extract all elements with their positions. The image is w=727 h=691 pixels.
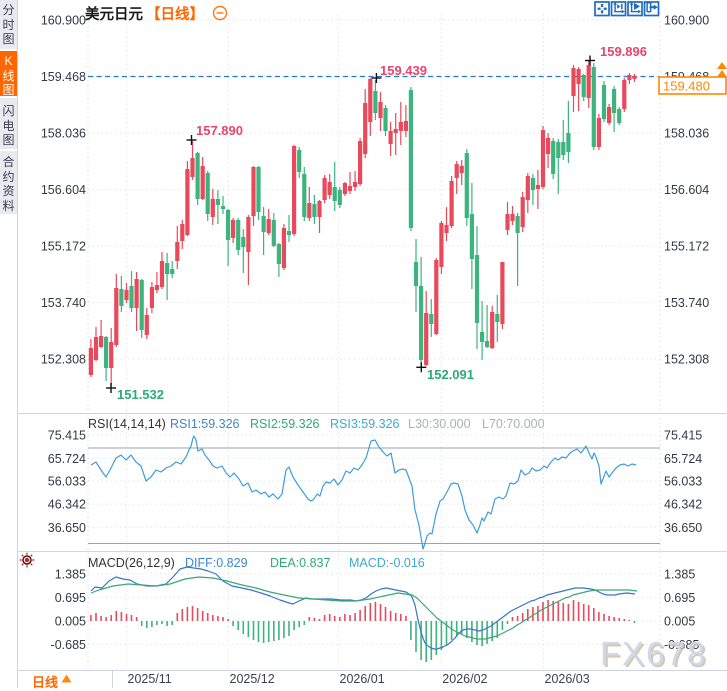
svg-text:-0.685: -0.685: [51, 638, 86, 652]
svg-text:【日线】: 【日线】: [146, 5, 204, 23]
svg-text:159.468: 159.468: [41, 70, 86, 84]
svg-text:75.415: 75.415: [664, 429, 702, 443]
svg-text:0.695: 0.695: [55, 591, 86, 605]
svg-text:2025/12: 2025/12: [230, 672, 275, 686]
svg-text:159.439: 159.439: [380, 63, 427, 78]
svg-text:158.036: 158.036: [664, 127, 709, 141]
svg-text:56.033: 56.033: [664, 474, 702, 488]
svg-text:-0.685: -0.685: [664, 638, 699, 652]
svg-text:152.091: 152.091: [427, 367, 474, 382]
svg-text:152.308: 152.308: [41, 353, 86, 367]
svg-text:2025/11: 2025/11: [128, 672, 172, 686]
svg-text:RSI(14,14,14): RSI(14,14,14): [88, 417, 166, 431]
svg-text:0.005: 0.005: [664, 614, 695, 628]
svg-text:L70:70.000: L70:70.000: [482, 417, 545, 431]
svg-text:159.480: 159.480: [663, 79, 710, 94]
svg-text:2026/03: 2026/03: [545, 672, 590, 686]
svg-text:153.740: 153.740: [664, 296, 709, 310]
svg-text:36.650: 36.650: [48, 521, 86, 535]
svg-text:157.890: 157.890: [196, 123, 243, 138]
svg-text:2026/02: 2026/02: [442, 672, 487, 686]
svg-text:160.900: 160.900: [41, 14, 86, 28]
svg-text:DEA:0.837: DEA:0.837: [270, 556, 331, 570]
svg-text:1.385: 1.385: [664, 567, 695, 581]
svg-text:151.532: 151.532: [117, 387, 164, 402]
svg-text:159.896: 159.896: [600, 44, 647, 59]
svg-text:65.724: 65.724: [664, 452, 702, 466]
svg-text:2026/01: 2026/01: [340, 672, 385, 686]
svg-text:L30:30.000: L30:30.000: [408, 417, 471, 431]
svg-text:MACD(26,12,9): MACD(26,12,9): [88, 556, 175, 570]
svg-text:FX678: FX678: [600, 635, 707, 672]
svg-text:美元日元: 美元日元: [85, 5, 143, 23]
svg-text:MACD:-0.016: MACD:-0.016: [349, 556, 425, 570]
svg-text:153.740: 153.740: [41, 296, 86, 310]
svg-text:155.172: 155.172: [664, 239, 709, 253]
svg-text:152.308: 152.308: [664, 353, 709, 367]
svg-text:46.342: 46.342: [664, 498, 702, 512]
svg-text:158.036: 158.036: [41, 127, 86, 141]
svg-text:DIFF:0.829: DIFF:0.829: [185, 556, 248, 570]
svg-text:FX678: FX678: [602, 637, 709, 674]
svg-text:0.005: 0.005: [55, 614, 86, 628]
svg-text:156.604: 156.604: [41, 183, 86, 197]
svg-text:RSI1:59.326: RSI1:59.326: [170, 417, 240, 431]
svg-text:160.900: 160.900: [664, 14, 709, 28]
svg-text:1.385: 1.385: [55, 567, 86, 581]
svg-text:65.724: 65.724: [48, 452, 86, 466]
svg-text:0.695: 0.695: [664, 591, 695, 605]
svg-text:155.172: 155.172: [41, 239, 86, 253]
svg-text:56.033: 56.033: [48, 474, 86, 488]
svg-text:36.650: 36.650: [664, 521, 702, 535]
svg-text:RSI2:59.326: RSI2:59.326: [250, 417, 320, 431]
svg-text:RSI3:59.326: RSI3:59.326: [330, 417, 400, 431]
svg-text:46.342: 46.342: [48, 498, 86, 512]
svg-text:156.604: 156.604: [664, 183, 709, 197]
svg-text:75.415: 75.415: [48, 429, 86, 443]
